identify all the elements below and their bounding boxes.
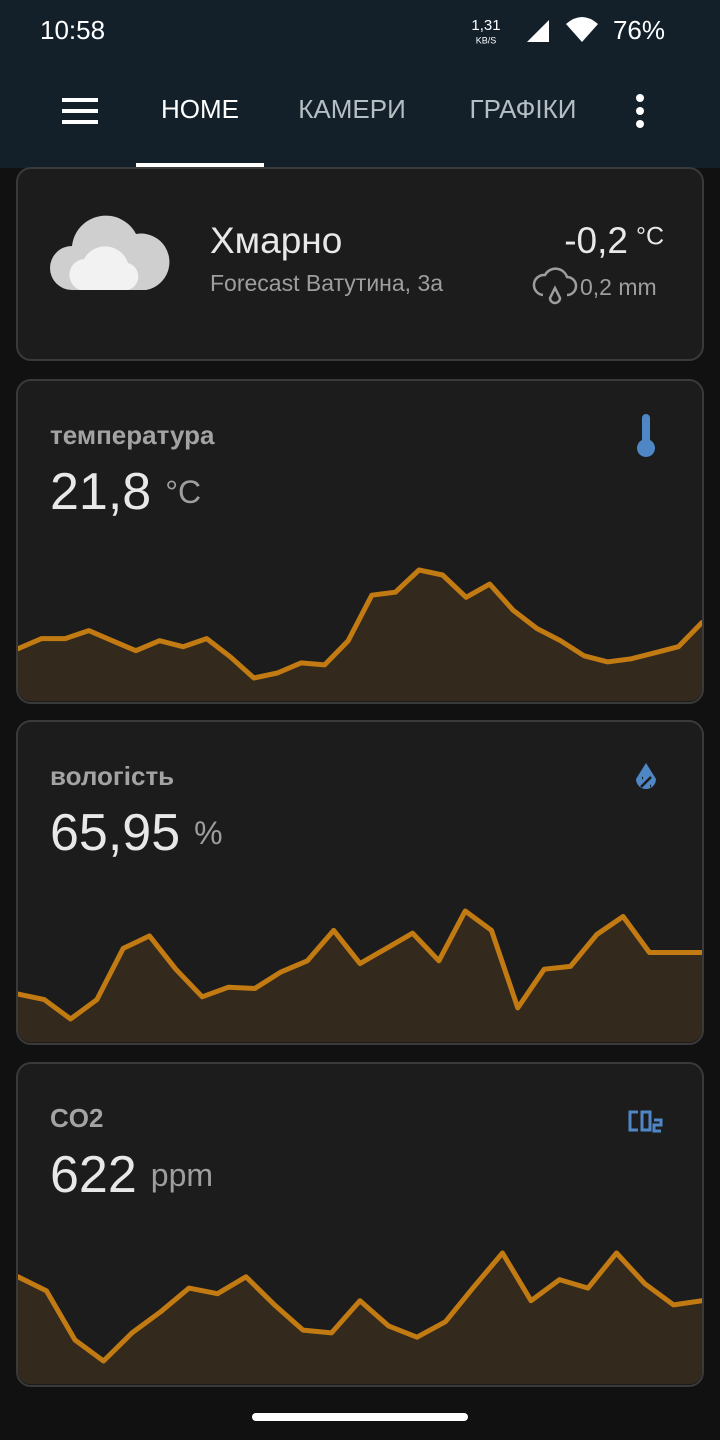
history-area — [18, 570, 702, 701]
weather-temperature-unit: °C — [636, 223, 664, 251]
net-speed: 1,31 — [471, 17, 500, 34]
signal-icon — [527, 20, 549, 42]
sensor-value: 65,95 — [50, 804, 180, 862]
menu-button[interactable] — [62, 98, 98, 124]
sensor-value: 622 — [50, 1146, 137, 1204]
thermometer-icon — [637, 414, 655, 458]
history-line — [18, 567, 702, 681]
sensor-unit: ppm — [151, 1157, 213, 1193]
tab-indicator — [136, 163, 264, 167]
wifi-icon — [566, 17, 598, 42]
humidity-icon — [635, 763, 657, 790]
nav-tab[interactable]: КАМЕРИ — [298, 94, 406, 124]
history-area — [18, 1253, 702, 1384]
sensor-name: вологість — [50, 761, 174, 791]
sensor-card: вологість 65,95% — [16, 720, 704, 1045]
card-border — [16, 379, 704, 704]
sensor-value: 21,8 — [50, 463, 151, 521]
overflow-menu[interactable] — [636, 94, 644, 128]
card-background[interactable] — [17, 721, 703, 1044]
history-line — [18, 1250, 702, 1364]
cloud-icon — [50, 215, 170, 290]
co2-icon — [628, 1110, 663, 1133]
weather-precipitation: 0,2 mm — [580, 274, 657, 300]
sensor-unit: % — [194, 815, 222, 851]
history-area — [18, 911, 702, 1042]
sensor-reading: 622 ppm — [50, 1146, 213, 1204]
weather-temperature: -0,2 — [564, 220, 628, 261]
net-speed-unit: KB/S — [476, 35, 497, 45]
sensor-name: температура — [50, 420, 215, 450]
sensor-name: CO2 — [50, 1103, 103, 1133]
app-bar — [0, 0, 720, 168]
card-border — [16, 1062, 704, 1387]
card-border — [16, 720, 704, 1045]
weather-card[interactable] — [16, 167, 704, 361]
history-line — [18, 908, 702, 1022]
sensor-card: CO2 622 ppm — [16, 1062, 704, 1387]
humidity-icon-mark — [640, 776, 652, 788]
home-indicator — [252, 1413, 468, 1421]
sensor-card: температура 21,8 °C — [16, 379, 704, 704]
clock: 10:58 — [40, 15, 105, 45]
weather-location: Forecast Ватутина, 3а — [210, 270, 443, 296]
battery: 76% — [613, 15, 665, 45]
weather-condition: Хмарно — [210, 220, 342, 261]
sensor-reading: 21,8 °C — [50, 463, 201, 521]
sensor-unit: °C — [165, 474, 201, 510]
nav-tab[interactable]: ГРАФІКИ — [470, 94, 577, 124]
precipitation-icon — [532, 267, 578, 305]
sensor-reading: 65,95% — [50, 804, 223, 862]
nav-tab[interactable]: HOME — [161, 94, 239, 124]
